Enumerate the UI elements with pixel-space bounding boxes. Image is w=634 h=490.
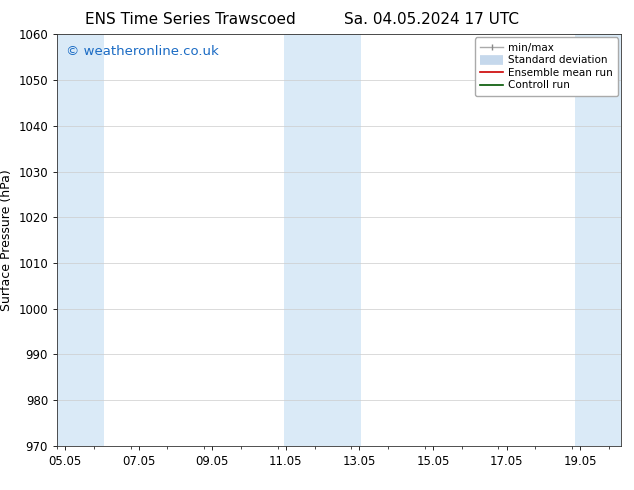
Legend: min/max, Standard deviation, Ensemble mean run, Controll run: min/max, Standard deviation, Ensemble me… <box>475 37 618 96</box>
Text: © weatheronline.co.uk: © weatheronline.co.uk <box>65 45 218 58</box>
Text: ENS Time Series Trawscoed: ENS Time Series Trawscoed <box>85 12 295 27</box>
Y-axis label: Surface Pressure (hPa): Surface Pressure (hPa) <box>0 169 13 311</box>
Bar <box>57 34 104 446</box>
Text: Sa. 04.05.2024 17 UTC: Sa. 04.05.2024 17 UTC <box>344 12 519 27</box>
Bar <box>284 34 361 446</box>
Bar <box>574 34 621 446</box>
